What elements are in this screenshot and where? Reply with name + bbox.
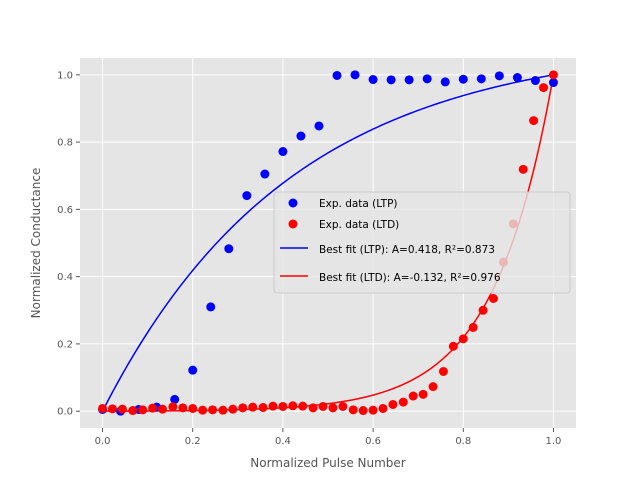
data-point-ltd [438, 366, 448, 376]
data-point-ltd [268, 401, 278, 411]
x-tick-label: 0.4 [275, 436, 291, 447]
fit-line-ltd [102, 74, 555, 412]
data-point-ltd [178, 403, 188, 413]
data-point-ltp [440, 77, 450, 87]
data-point-ltd [298, 401, 308, 411]
data-point-ltd [168, 402, 178, 412]
data-point-ltd [448, 341, 458, 351]
data-point-ltd [539, 83, 549, 93]
data-point-ltd [148, 403, 158, 413]
data-point-ltp [260, 169, 270, 179]
x-tick-label: 0.2 [185, 436, 201, 447]
data-point-ltd [398, 397, 408, 407]
data-point-ltd [308, 403, 318, 413]
data-point-ltd [548, 70, 558, 80]
data-point-ltd [338, 401, 348, 411]
data-point-ltp [170, 394, 180, 404]
data-point-ltd [408, 391, 418, 401]
legend-label-ltd: Exp. data (LTD) [319, 219, 399, 231]
x-axis-label: Normalized Pulse Number [250, 456, 406, 470]
data-point-ltd [158, 404, 168, 414]
data-point-ltd [278, 401, 288, 411]
data-point-ltd [288, 401, 298, 411]
data-point-ltp [530, 76, 540, 86]
data-point-ltp [188, 365, 198, 375]
data-point-ltp [548, 78, 558, 88]
data-point-ltd [348, 405, 358, 415]
data-point-ltd [488, 294, 498, 303]
data-point-ltd [478, 305, 488, 315]
data-point-ltd [518, 164, 528, 174]
data-point-ltp [242, 191, 252, 201]
data-point-ltd [529, 116, 539, 126]
y-tick-label: 0.0 [57, 407, 73, 418]
data-point-ltp [422, 74, 432, 84]
data-point-ltp [278, 147, 288, 157]
data-point-ltd [388, 399, 398, 409]
data-point-ltd [198, 405, 208, 415]
y-tick-label: 0.2 [57, 339, 73, 350]
data-point-ltd [107, 404, 117, 414]
data-point-ltd [418, 389, 428, 399]
legend-label-ltp: Exp. data (LTP) [319, 198, 398, 210]
data-point-ltd [428, 382, 438, 392]
data-point-ltp [206, 302, 216, 312]
data-point-ltd [328, 403, 338, 413]
y-tick-label: 0.8 [57, 138, 73, 149]
data-point-ltd [117, 404, 127, 414]
data-point-ltd [98, 403, 108, 413]
data-point-ltd [138, 405, 148, 415]
data-point-ltd [378, 403, 388, 413]
legend-box [273, 191, 571, 294]
data-point-ltd [358, 406, 368, 416]
y-tick-label: 1.0 [57, 70, 73, 81]
data-point-ltd [368, 405, 378, 415]
data-point-ltd [458, 334, 468, 344]
data-point-ltp [404, 75, 414, 85]
data-point-ltd [238, 403, 248, 413]
data-point-ltp [314, 121, 324, 131]
data-point-ltd [248, 402, 258, 412]
data-point-ltp [296, 131, 306, 141]
data-point-ltp [224, 244, 234, 254]
data-point-ltp [512, 73, 522, 83]
data-point-ltp [386, 75, 396, 85]
y-tick-label: 0.4 [57, 272, 73, 283]
data-point-ltd [228, 404, 238, 414]
x-tick-label: 1.0 [546, 436, 562, 447]
data-point-ltp [458, 74, 468, 84]
x-tick-label: 0.0 [95, 436, 111, 447]
y-tick-label: 0.6 [57, 205, 73, 216]
x-tick-label: 0.8 [455, 436, 471, 447]
data-point-ltd [188, 403, 198, 413]
data-points [98, 70, 558, 416]
data-point-ltd [318, 401, 328, 411]
x-tick-label: 0.6 [365, 436, 381, 447]
data-point-ltp [494, 71, 504, 81]
legend: Exp. data (LTP) Exp. data (LTD) Best fit… [273, 191, 571, 294]
data-point-ltd [128, 406, 138, 416]
data-point-ltd [258, 402, 268, 412]
data-point-ltp [368, 75, 378, 85]
fit-line-ltp [101, 74, 554, 412]
legend-label-fit-ltp: Best fit (LTP): A=0.418, R²=0.873 [319, 244, 495, 256]
legend-marker-ltd [288, 219, 298, 229]
legend-marker-ltp [288, 198, 298, 208]
data-point-ltd [208, 405, 218, 415]
data-point-ltd [468, 322, 478, 332]
y-axis-label: Normalized Conductance [29, 168, 43, 319]
legend-label-fit-ltd: Best fit (LTD): A=-0.132, R²=0.976 [319, 272, 501, 284]
data-point-ltp [350, 70, 360, 80]
data-point-ltp [332, 70, 342, 80]
data-point-ltp [476, 74, 486, 84]
fit-lines [101, 74, 555, 412]
data-point-ltd [218, 405, 228, 415]
ticks: 0.0 0.2 0.4 0.6 0.8 1.0 0.0 0.2 0.4 0.6 0.8 1.0 [57, 70, 561, 447]
